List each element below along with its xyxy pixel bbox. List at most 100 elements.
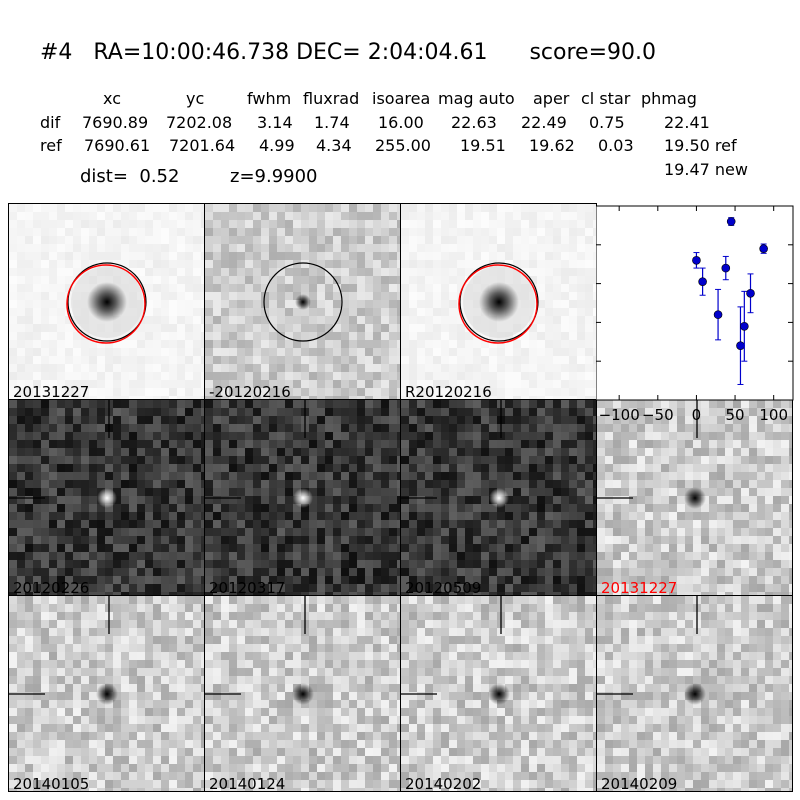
noise-cell <box>213 292 221 300</box>
noise-cell <box>57 612 65 620</box>
noise-cell <box>401 496 409 504</box>
noise-cell <box>389 260 397 268</box>
noise-cell <box>465 228 473 236</box>
noise-cell <box>193 440 201 448</box>
noise-cell <box>465 432 473 440</box>
noise-cell <box>457 536 465 544</box>
noise-cell <box>245 536 253 544</box>
noise-cell <box>473 520 481 528</box>
noise-cell <box>229 380 237 388</box>
noise-cell <box>169 332 177 340</box>
noise-cell <box>593 520 596 528</box>
noise-cell <box>473 504 481 512</box>
noise-cell <box>129 456 137 464</box>
noise-cell <box>725 592 733 595</box>
noise-cell <box>73 244 81 252</box>
noise-cell <box>629 512 637 520</box>
noise-cell <box>237 324 245 332</box>
noise-cell <box>177 396 185 399</box>
noise-cell <box>17 416 25 424</box>
noise-cell <box>325 308 333 316</box>
noise-cell <box>81 596 89 604</box>
noise-cell <box>129 364 137 372</box>
noise-cell <box>561 212 569 220</box>
noise-cell <box>113 416 121 424</box>
noise-cell <box>89 252 97 260</box>
noise-cell <box>245 544 253 552</box>
noise-cell <box>365 380 373 388</box>
noise-cell <box>73 576 81 584</box>
noise-cell <box>505 584 513 592</box>
noise-cell <box>213 380 221 388</box>
noise-cell <box>417 284 425 292</box>
noise-cell <box>25 284 33 292</box>
noise-cell <box>41 356 49 364</box>
noise-cell <box>773 488 781 496</box>
noise-cell <box>433 544 441 552</box>
noise-cell <box>709 584 717 592</box>
noise-cell <box>301 316 309 324</box>
noise-cell <box>277 204 285 212</box>
noise-cell <box>577 456 585 464</box>
noise-cell <box>781 576 789 584</box>
noise-cell <box>33 568 41 576</box>
noise-cell <box>25 552 33 560</box>
noise-cell <box>205 308 213 316</box>
noise-cell <box>677 424 685 432</box>
noise-cell <box>401 528 409 536</box>
noise-cell <box>553 472 561 480</box>
noise-cell <box>545 204 553 212</box>
noise-cell <box>153 416 161 424</box>
noise-cell <box>317 520 325 528</box>
noise-cell <box>401 576 409 584</box>
noise-cell <box>253 284 261 292</box>
noise-cell <box>545 220 553 228</box>
noise-cell <box>105 708 113 716</box>
noise-cell <box>593 332 596 340</box>
table-cell: 0.03 <box>598 136 634 155</box>
noise-cell <box>505 560 513 568</box>
noise-cell <box>553 464 561 472</box>
noise-cell <box>661 552 669 560</box>
noise-cell <box>301 324 309 332</box>
noise-cell <box>309 456 317 464</box>
noise-cell <box>121 592 129 595</box>
noise-cell <box>9 364 17 372</box>
noise-cell <box>613 552 621 560</box>
noise-cell <box>97 544 105 552</box>
noise-cell <box>505 252 513 260</box>
noise-cell <box>333 268 341 276</box>
noise-cell <box>201 424 204 432</box>
noise-cell <box>433 316 441 324</box>
noise-cell <box>89 388 97 396</box>
noise-cell <box>569 316 577 324</box>
noise-cell <box>33 424 41 432</box>
noise-cell <box>465 260 473 268</box>
noise-cell <box>505 552 513 560</box>
noise-cell <box>585 276 593 284</box>
noise-cell <box>373 284 381 292</box>
noise-cell <box>293 560 301 568</box>
noise-cell <box>301 252 309 260</box>
noise-cell <box>521 324 529 332</box>
noise-cell <box>49 300 57 308</box>
noise-cell <box>73 708 81 716</box>
noise-cell <box>293 388 301 396</box>
noise-cell <box>169 456 177 464</box>
noise-cell <box>169 536 177 544</box>
noise-cell <box>585 316 593 324</box>
noise-cell <box>553 220 561 228</box>
noise-cell <box>529 212 537 220</box>
noise-cell <box>417 332 425 340</box>
noise-cell <box>229 432 237 440</box>
noise-cell <box>397 560 400 568</box>
noise-cell <box>621 464 629 472</box>
noise-cell <box>193 716 201 724</box>
noise-cell <box>177 432 185 440</box>
noise-cell <box>593 456 596 464</box>
noise-cell <box>741 408 749 416</box>
noise-cell <box>381 292 389 300</box>
noise-cell <box>57 668 65 676</box>
noise-cell <box>409 480 417 488</box>
noise-cell <box>277 488 285 496</box>
